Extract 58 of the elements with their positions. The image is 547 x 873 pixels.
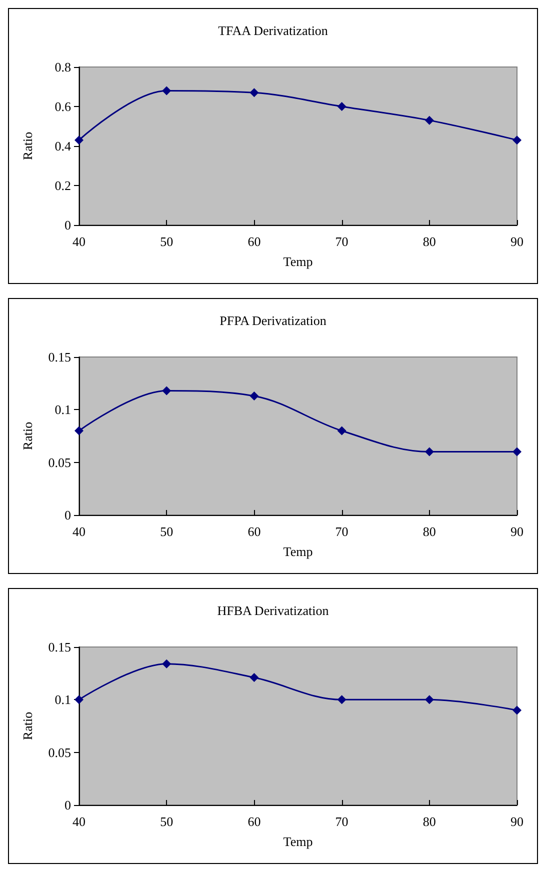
- point: [74, 695, 84, 704]
- x-axis-title: Temp: [283, 254, 313, 269]
- y-tick-label: 0: [64, 798, 71, 812]
- point: [250, 88, 259, 98]
- y-tick-label: 0.4: [54, 138, 72, 154]
- y-tick-label: 0.05: [48, 454, 71, 470]
- x-tick-label: 50: [160, 814, 174, 829]
- x-tick-label: 90: [510, 814, 524, 829]
- point: [337, 102, 346, 111]
- y-tick-label: 0.05: [48, 744, 71, 760]
- x-tick-label: 90: [510, 234, 524, 249]
- point: [162, 659, 172, 668]
- x-tick-label: 40: [72, 524, 86, 539]
- x-axis-title: Temp: [283, 544, 313, 559]
- y-tick-label: 0.15: [48, 640, 71, 654]
- y-tick-label: 0.1: [54, 692, 71, 708]
- x-tick-label: 40: [72, 814, 86, 829]
- x-tick-label: 50: [160, 234, 174, 249]
- chart-title: HFBA Derivatization: [217, 603, 330, 618]
- x-tick-label: 40: [72, 234, 86, 249]
- x-tick-label: 90: [510, 524, 524, 539]
- point: [162, 386, 172, 396]
- point: [337, 426, 346, 436]
- x-tick-label: 80: [422, 814, 436, 829]
- y-axis-title: Ratio: [20, 132, 35, 160]
- point: [424, 116, 434, 125]
- point: [74, 426, 84, 436]
- y-axis-title: Ratio: [20, 422, 35, 450]
- y-tick-label: 0.15: [48, 350, 71, 364]
- y-tick-label: 0.8: [54, 60, 71, 74]
- x-tick-label: 60: [248, 234, 261, 249]
- y-tick-label: 0.1: [54, 402, 71, 418]
- y-tick-label: 0: [64, 508, 71, 522]
- x-tick-label: 80: [422, 234, 436, 249]
- point: [512, 136, 522, 145]
- point: [162, 86, 172, 96]
- point: [337, 695, 346, 704]
- x-tick-label: 80: [422, 524, 436, 539]
- y-tick-label: 0.2: [54, 178, 71, 193]
- point: [424, 695, 434, 704]
- y-tick-label: 0: [64, 218, 71, 232]
- point: [250, 391, 259, 400]
- point: [74, 136, 84, 145]
- x-tick-label: 70: [335, 814, 348, 829]
- x-tick-label: 60: [248, 524, 261, 539]
- x-tick-label: 70: [335, 234, 348, 249]
- x-axis-title: Temp: [283, 834, 313, 849]
- y-axis-title: Ratio: [20, 712, 35, 740]
- point: [424, 447, 434, 456]
- x-tick-label: 70: [335, 524, 348, 539]
- x-tick-label: 50: [160, 524, 174, 539]
- point: [512, 706, 522, 715]
- point: [512, 447, 522, 456]
- chart-title: PFPA Derivatization: [220, 313, 327, 328]
- x-tick-label: 60: [248, 814, 261, 829]
- y-tick-label: 0.6: [54, 99, 72, 114]
- point: [250, 673, 259, 682]
- chart-title: TFAA Derivatization: [218, 23, 328, 38]
